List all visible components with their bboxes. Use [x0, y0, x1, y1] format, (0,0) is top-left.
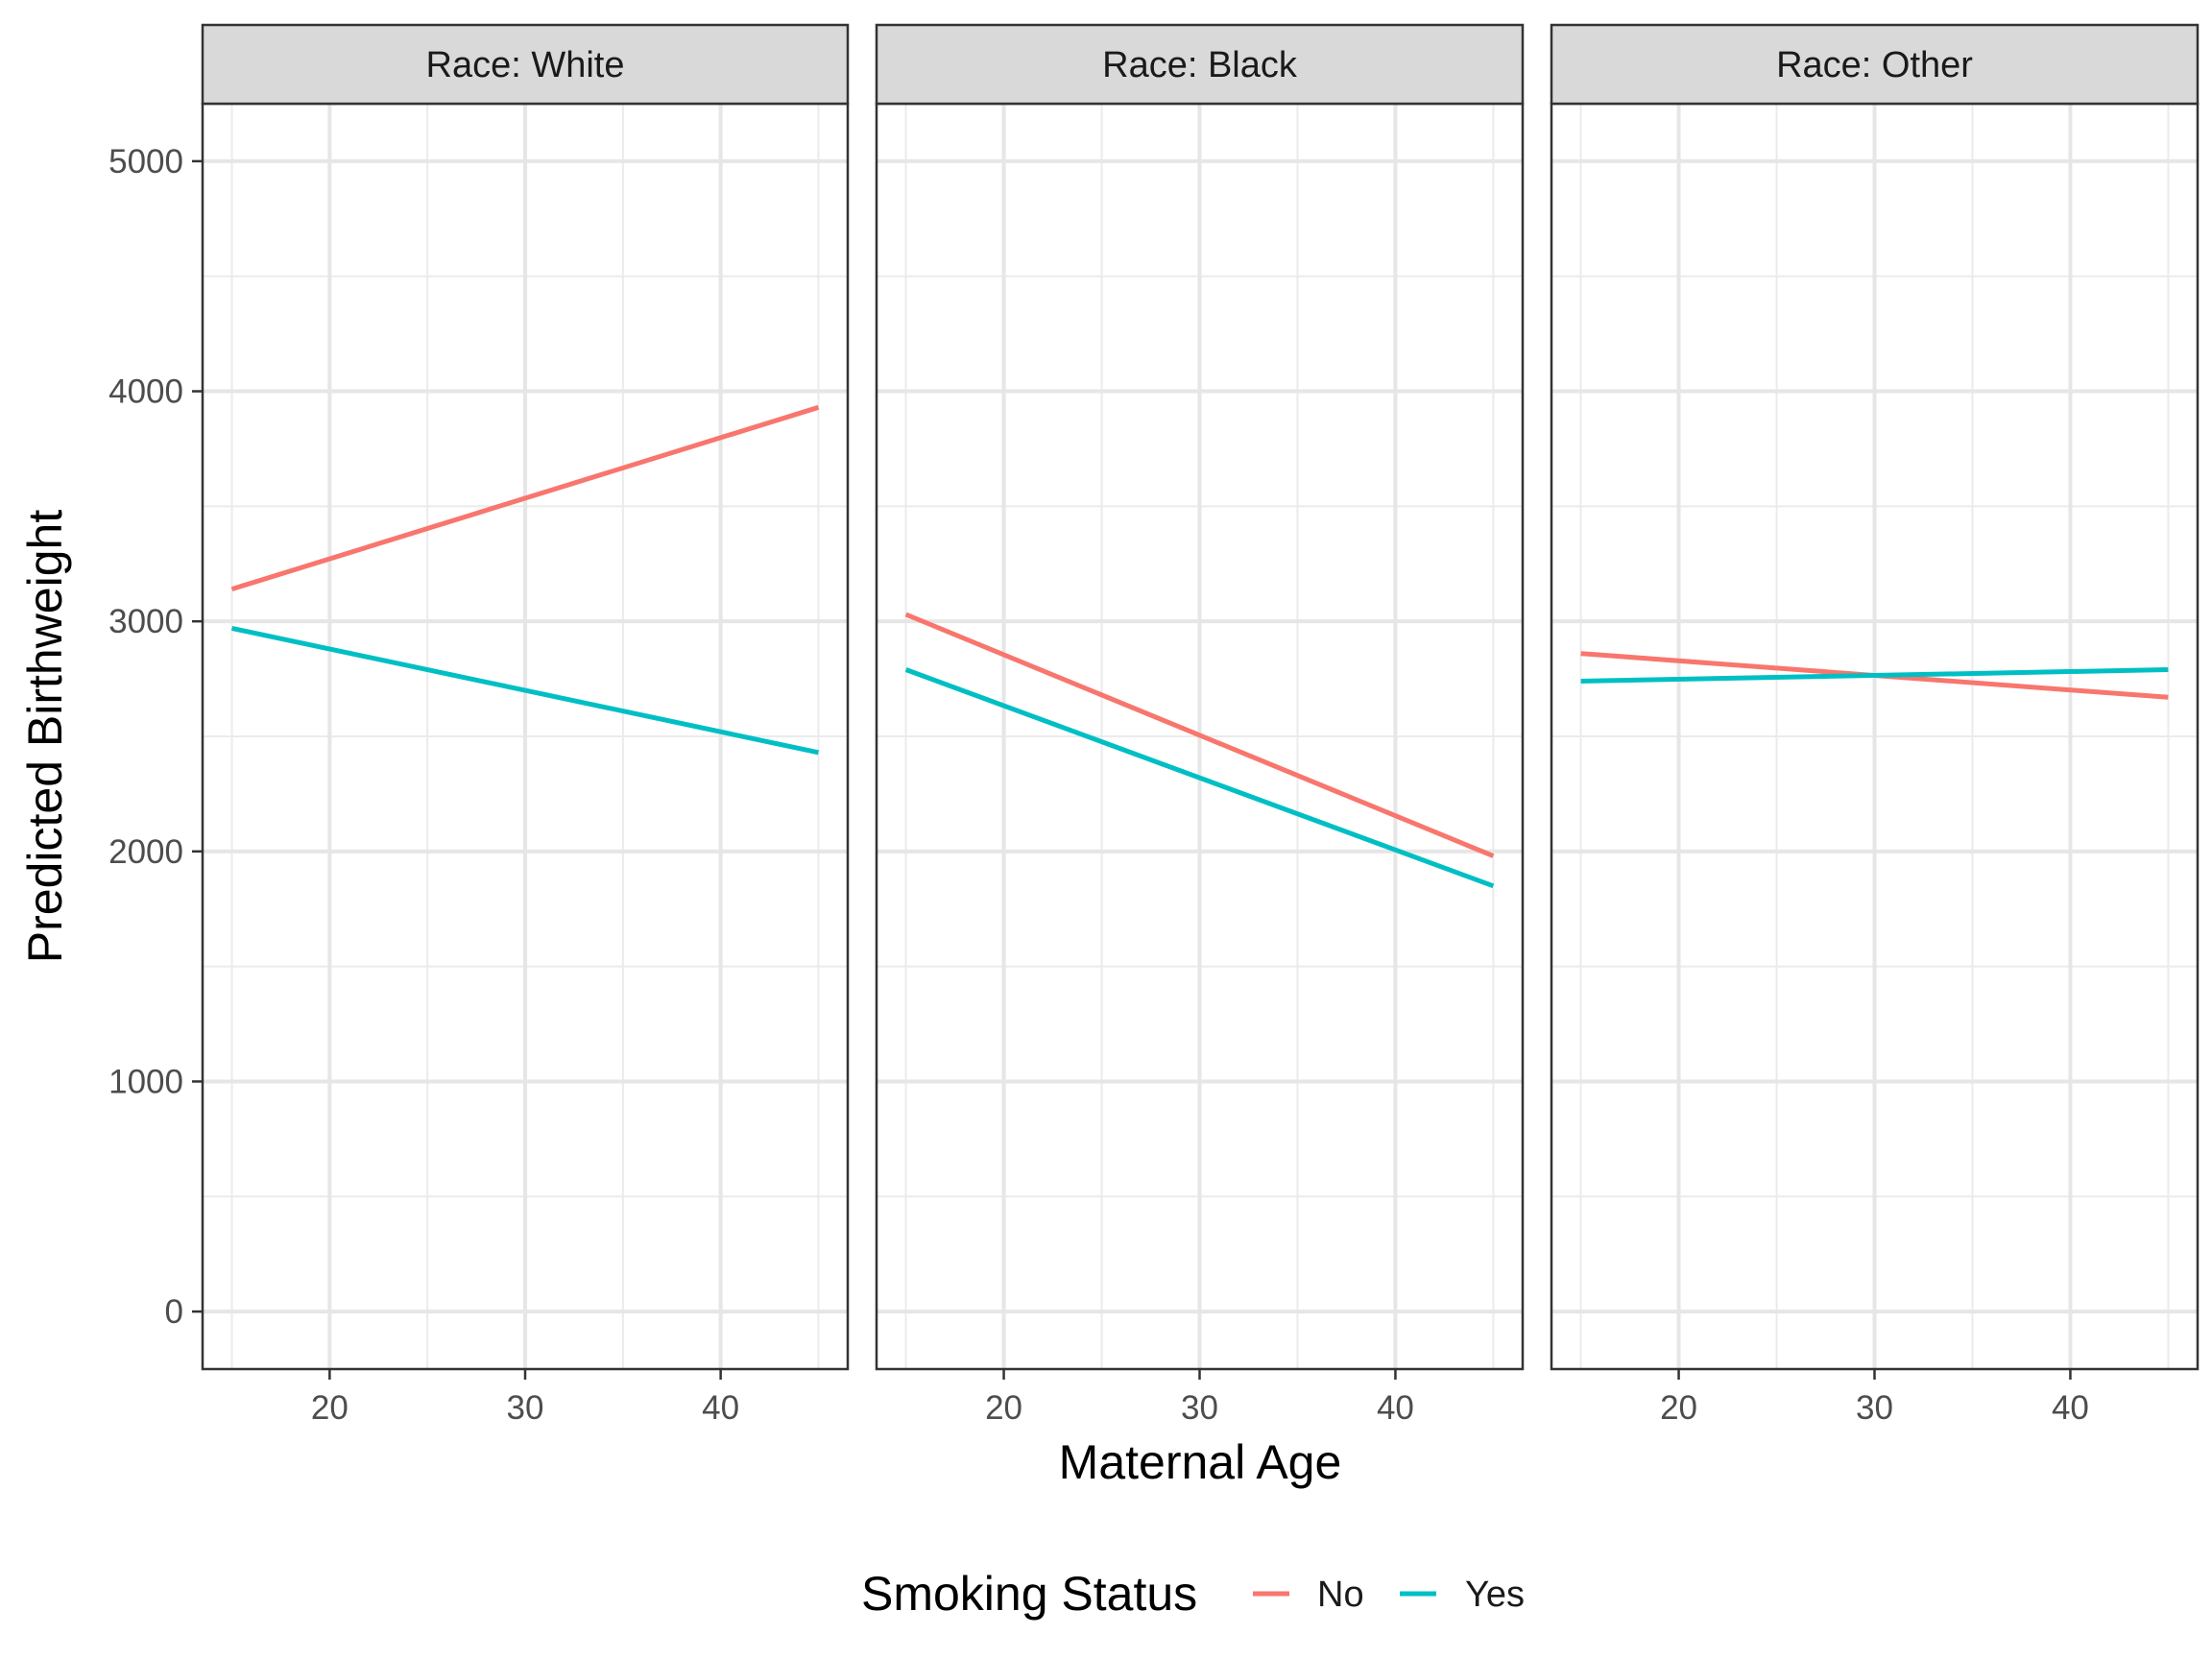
facet-strip-label: Race: Black	[1102, 45, 1298, 85]
facet-strip-label: Race: Other	[1776, 45, 1973, 85]
x-tick-label: 40	[2052, 1389, 2089, 1427]
y-tick-label: 0	[165, 1293, 183, 1331]
series-line-yes	[230, 625, 820, 756]
facet-strip-label: Race: White	[426, 45, 625, 85]
facet-strip	[201, 23, 850, 106]
series-line-no	[230, 404, 820, 591]
facet-strip	[1550, 23, 2200, 106]
y-axis-title: Predicted Birthweight	[18, 510, 72, 964]
x-tick-label: 20	[311, 1389, 349, 1427]
legend-title: Smoking Status	[861, 1567, 1197, 1621]
x-tick-label: 40	[702, 1389, 739, 1427]
x-tick-label: 20	[1660, 1389, 1697, 1427]
x-tick-label: 30	[1181, 1389, 1218, 1427]
x-tick-label: 30	[507, 1389, 544, 1427]
x-tick-label: 40	[1377, 1389, 1414, 1427]
x-tick-label: 20	[985, 1389, 1022, 1427]
y-tick-label: 3000	[108, 603, 183, 640]
legend: Smoking Status No Yes	[861, 1567, 1525, 1621]
y-tick-label: 5000	[108, 143, 183, 180]
y-tick-label: 1000	[108, 1063, 183, 1100]
series-line-no	[904, 612, 1495, 858]
series-line-yes	[1580, 667, 2169, 684]
x-tick-label: 30	[1856, 1389, 1893, 1427]
x-axis-title: Maternal Age	[1059, 1435, 1342, 1489]
y-tick-label: 2000	[108, 833, 183, 871]
y-tick-label: 4000	[108, 373, 183, 411]
legend-label-yes: Yes	[1465, 1575, 1525, 1615]
facet-panel-2: Race: Black 20 30 40	[875, 23, 1525, 1427]
series-line-yes	[904, 667, 1495, 889]
facet-strip	[875, 23, 1525, 106]
facet-panel-1: Race: White 20 30 40	[201, 23, 850, 1427]
facet-panel-3: Race: Other 20 30 40	[1550, 23, 2200, 1427]
legend-label-no: No	[1317, 1575, 1364, 1615]
